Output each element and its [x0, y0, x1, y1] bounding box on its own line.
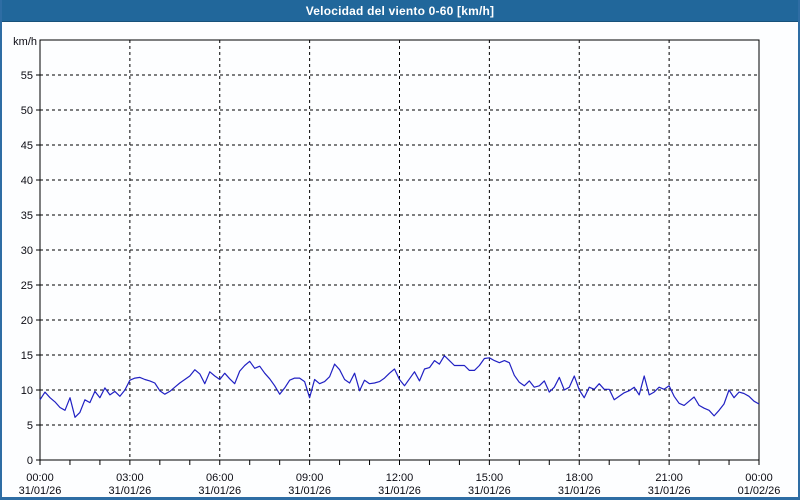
x-tick-date-label: 31/01/26: [648, 485, 691, 497]
x-tick-time-label: 03:00: [116, 472, 144, 484]
x-tick-date-label: 01/02/26: [738, 485, 781, 497]
y-axis-unit-label: km/h: [13, 36, 37, 48]
y-tick-label: 55: [21, 70, 33, 82]
x-tick-date-label: 31/01/26: [198, 485, 241, 497]
x-tick-date-label: 31/01/26: [19, 485, 62, 497]
x-tick-time-label: 21:00: [655, 472, 683, 484]
y-tick-label: 15: [21, 350, 33, 362]
x-tick-time-label: 00:00: [745, 472, 773, 484]
chart-title: Velocidad del viento 0-60 [km/h]: [305, 3, 495, 18]
y-tick-label: 40: [21, 175, 33, 187]
y-tick-label: 50: [21, 105, 33, 117]
x-tick-time-label: 12:00: [386, 472, 414, 484]
x-tick-time-label: 15:00: [476, 472, 504, 484]
x-tick-date-label: 31/01/26: [288, 485, 331, 497]
x-tick-date-label: 31/01/26: [378, 485, 421, 497]
y-tick-label: 45: [21, 140, 33, 152]
y-tick-label: 5: [27, 420, 33, 432]
x-tick-time-label: 00:00: [26, 472, 54, 484]
y-tick-label: 20: [21, 315, 33, 327]
wind-speed-line: [39, 355, 760, 418]
x-tick-time-label: 18:00: [565, 472, 593, 484]
x-tick-date-label: 31/01/26: [108, 485, 151, 497]
x-tick-date-label: 31/01/26: [468, 485, 511, 497]
y-tick-label: 30: [21, 245, 33, 257]
x-tick-time-label: 09:00: [296, 472, 324, 484]
y-tick-label: 0: [27, 455, 33, 467]
title-bar: Velocidad del viento 0-60 [km/h]: [0, 0, 800, 22]
plot-border: [39, 39, 760, 461]
x-tick-time-label: 06:00: [206, 472, 234, 484]
y-tick-label: 10: [21, 385, 33, 397]
x-tick-date-label: 31/01/26: [558, 485, 601, 497]
y-tick-label: 35: [21, 210, 33, 222]
y-tick-label: 25: [21, 280, 33, 292]
